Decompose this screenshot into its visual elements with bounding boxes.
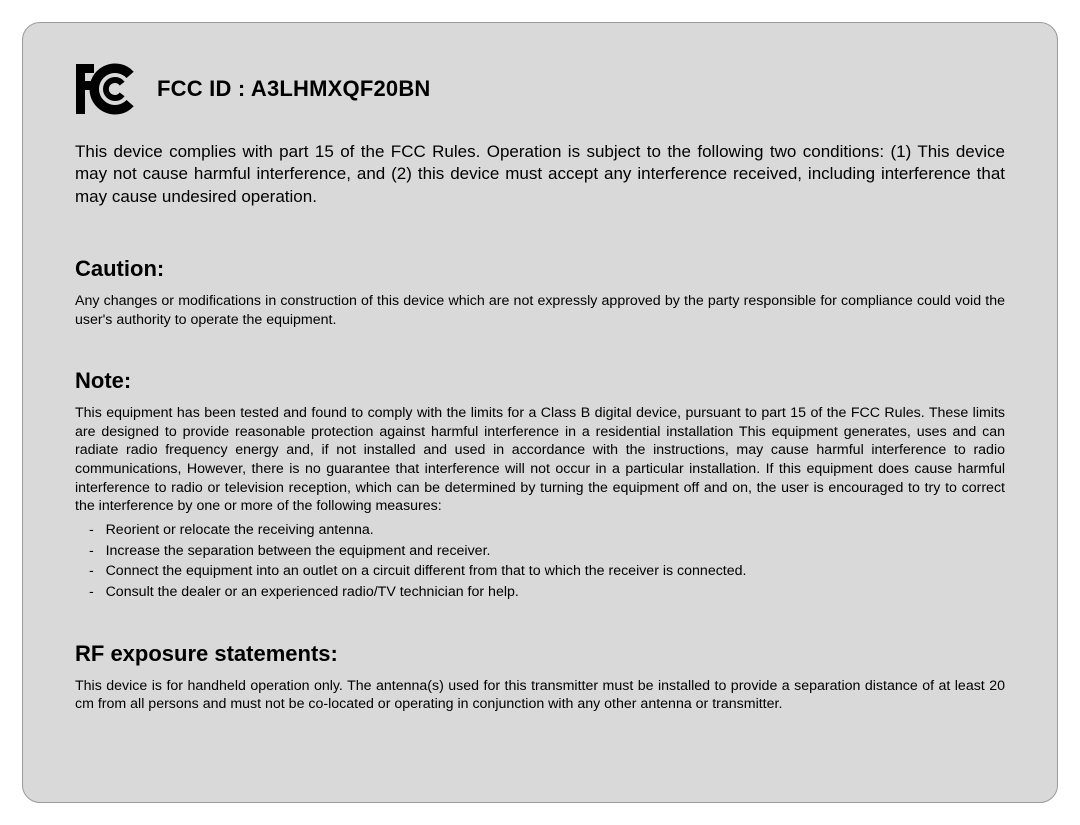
section-rf-exposure: RF exposure statements: This device is f…	[75, 641, 1005, 714]
rf-title: RF exposure statements:	[75, 641, 1005, 667]
intro-paragraph: This device complies with part 15 of the…	[75, 141, 1005, 208]
list-item: Connect the equipment into an outlet on …	[89, 561, 1005, 582]
note-title: Note:	[75, 368, 1005, 394]
caution-body: Any changes or modifications in construc…	[75, 292, 1005, 329]
caution-title: Caution:	[75, 256, 1005, 282]
fcc-id-label: FCC ID : A3LHMXQF20BN	[157, 76, 431, 102]
list-item: Reorient or relocate the receiving anten…	[89, 520, 1005, 541]
fcc-compliance-panel: FCC ID : A3LHMXQF20BN This device compli…	[22, 22, 1058, 803]
note-measures-list: Reorient or relocate the receiving anten…	[75, 520, 1005, 602]
header-row: FCC ID : A3LHMXQF20BN	[75, 63, 1005, 115]
section-note: Note: This equipment has been tested and…	[75, 368, 1005, 603]
page: FCC ID : A3LHMXQF20BN This device compli…	[0, 0, 1080, 825]
list-item: Consult the dealer or an experienced rad…	[89, 582, 1005, 603]
fcc-logo-icon	[75, 63, 137, 115]
rf-body: This device is for handheld operation on…	[75, 677, 1005, 714]
list-item: Increase the separation between the equi…	[89, 541, 1005, 562]
note-body: This equipment has been tested and found…	[75, 404, 1005, 516]
section-caution: Caution: Any changes or modifications in…	[75, 256, 1005, 329]
